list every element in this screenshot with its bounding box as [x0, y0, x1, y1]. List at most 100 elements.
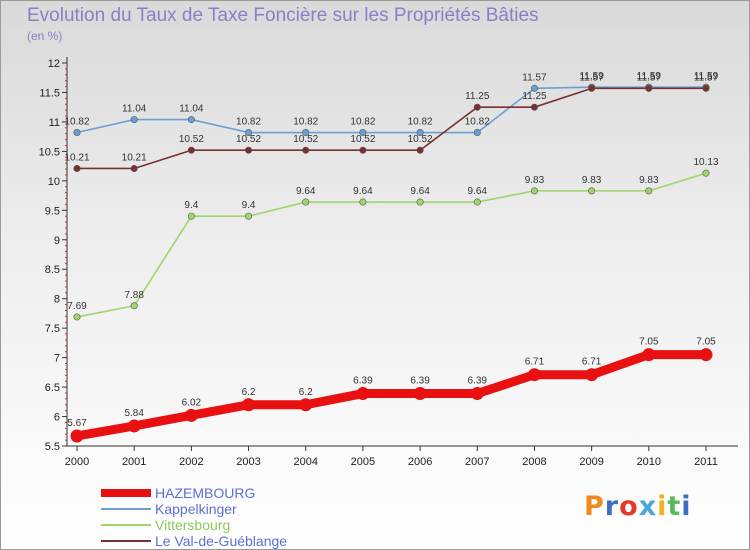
data-label: 9.83 [639, 175, 659, 186]
logo-letter: r [604, 491, 620, 522]
data-label: 11.59 [579, 71, 604, 82]
data-label: 10.82 [64, 117, 89, 128]
logo-letter: i [681, 491, 692, 522]
data-point [130, 116, 138, 124]
logo-letter: P [584, 491, 605, 522]
data-label: 7.05 [639, 337, 659, 348]
y-tick-label: 10 [48, 176, 60, 188]
y-tick-label: 6 [54, 412, 60, 424]
data-point [130, 164, 138, 172]
data-point [530, 84, 538, 92]
data-label: 7.88 [124, 290, 144, 301]
legend-label: Kappelkinger [155, 501, 237, 517]
data-point [245, 212, 253, 220]
data-point [588, 187, 596, 195]
x-tick-label: 2008 [522, 456, 546, 468]
data-point [530, 187, 538, 195]
y-tick-label: 5.5 [45, 441, 60, 453]
data-point [645, 84, 653, 92]
data-label: 9.83 [582, 175, 602, 186]
legend-swatch [101, 540, 151, 542]
x-tick-label: 2007 [465, 456, 489, 468]
data-point [70, 429, 84, 443]
data-label: 6.71 [582, 357, 602, 368]
data-label: 11.59 [694, 71, 719, 82]
proxiti-logo: Proxiti [584, 491, 692, 522]
data-label: 6.2 [242, 387, 256, 398]
data-point [702, 84, 710, 92]
legend-label: Le Val-de-Guéblange [155, 533, 288, 549]
data-label: 9.64 [353, 186, 373, 197]
data-label: 10.52 [236, 134, 261, 145]
data-point [127, 419, 141, 433]
y-tick-label: 12 [48, 58, 60, 70]
data-label: 9.83 [525, 175, 545, 186]
data-point [184, 408, 198, 422]
data-point [73, 129, 81, 137]
data-point [473, 129, 481, 137]
data-label: 11.25 [465, 91, 490, 102]
data-point [470, 387, 484, 401]
logo-letter: x [638, 491, 658, 522]
x-tick-label: 2001 [122, 456, 146, 468]
data-label: 11.59 [637, 71, 662, 82]
series-line [76, 86, 707, 134]
data-label: 7.05 [696, 337, 716, 348]
data-point [585, 368, 599, 382]
data-label: 10.52 [179, 134, 204, 145]
data-point [187, 212, 195, 220]
x-tick-label: 2005 [351, 456, 375, 468]
logo-letter: i [657, 491, 668, 522]
y-tick-label: 9 [54, 235, 60, 247]
data-point [359, 146, 367, 154]
data-point [473, 198, 481, 206]
legend-item: Vittersbourg [101, 517, 361, 533]
y-tick-label: 9.5 [45, 205, 60, 217]
series-line [72, 350, 711, 441]
logo-letter: t [667, 491, 682, 522]
data-label: 9.64 [296, 186, 316, 197]
data-point [359, 129, 367, 137]
x-tick-label: 2003 [236, 456, 260, 468]
x-tick-label: 2009 [579, 456, 603, 468]
data-label: 10.21 [64, 152, 89, 163]
data-label: 6.39 [353, 376, 373, 387]
data-point [416, 146, 424, 154]
data-point [359, 198, 367, 206]
data-label: 11.04 [122, 104, 147, 115]
legend-item: Le Val-de-Guéblange [101, 533, 361, 549]
data-label: 9.64 [410, 186, 430, 197]
data-label: 10.13 [693, 157, 718, 168]
logo-letter: o [619, 491, 639, 522]
data-point [302, 146, 310, 154]
data-label: 11.57 [694, 72, 719, 83]
data-label: 10.82 [350, 117, 375, 128]
x-tick-label: 2002 [179, 456, 203, 468]
data-point [530, 103, 538, 111]
data-point [416, 198, 424, 206]
y-tick-label: 8 [54, 294, 60, 306]
y-tick-label: 7.5 [45, 323, 60, 335]
y-tick-label: 7 [54, 353, 60, 365]
data-label: 11.57 [522, 72, 547, 83]
unit-label: (en %) [27, 29, 63, 43]
data-point [642, 348, 656, 362]
data-label: 10.52 [408, 134, 433, 145]
x-tick-label: 2011 [694, 456, 718, 468]
data-point [702, 169, 710, 177]
data-point [302, 129, 310, 137]
legend-item: HAZEMBOURG [101, 485, 361, 501]
legend-item: Kappelkinger [101, 501, 361, 517]
data-point [527, 368, 541, 382]
data-point [187, 116, 195, 124]
data-label: 10.21 [122, 152, 147, 163]
data-label: 9.4 [242, 200, 256, 211]
data-label: 11.57 [579, 72, 604, 83]
data-point [245, 146, 253, 154]
data-label: 11.25 [522, 91, 547, 102]
data-point [699, 348, 713, 362]
chart-title: Evolution du Taux de Taxe Foncière sur l… [27, 5, 539, 26]
data-label: 6.71 [525, 357, 545, 368]
x-tick-label: 2006 [408, 456, 432, 468]
